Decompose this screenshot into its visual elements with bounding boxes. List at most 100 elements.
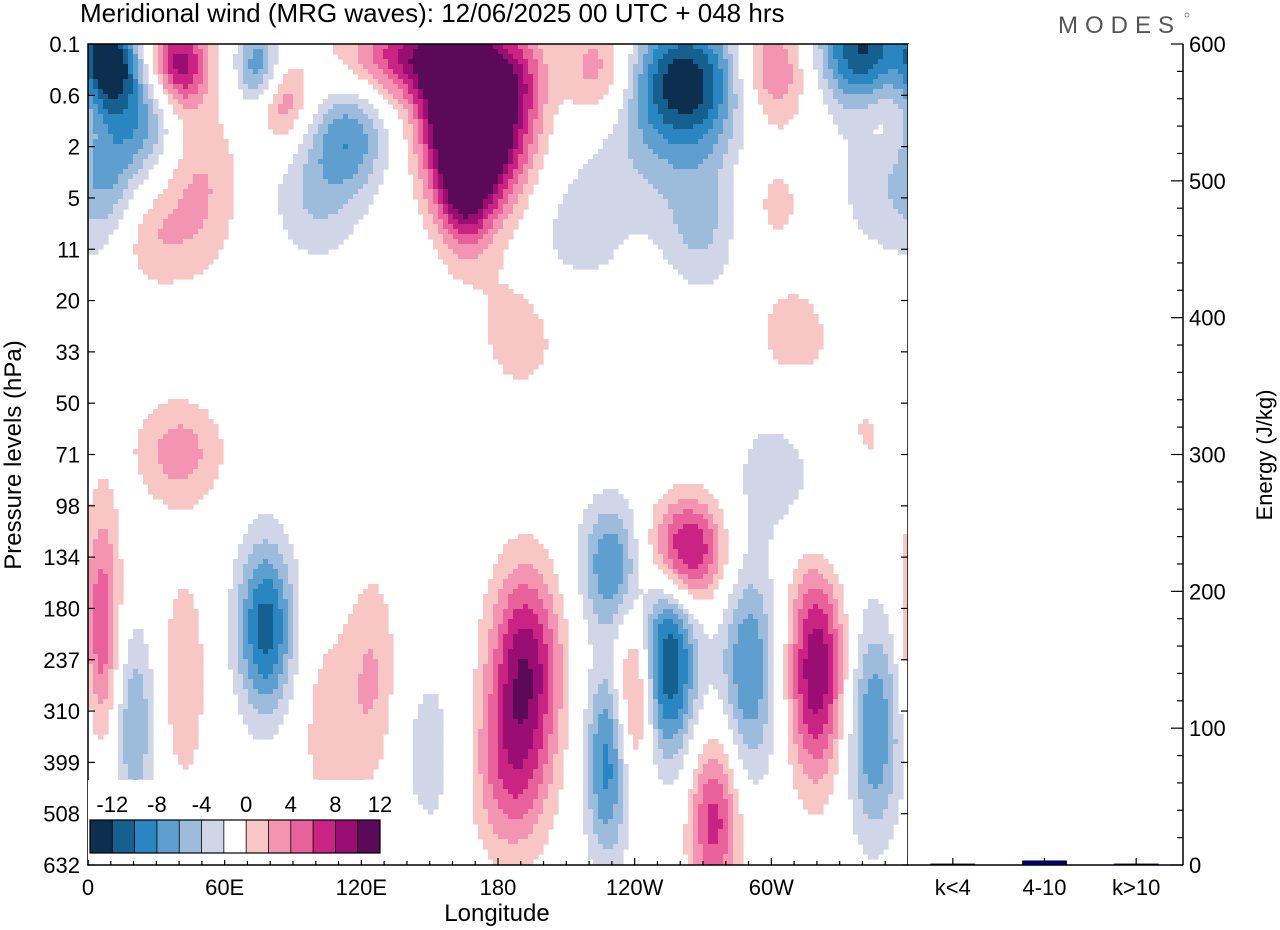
heatmap-cell (903, 79, 908, 85)
heatmap-cell (458, 134, 464, 140)
heatmap-cell (488, 199, 494, 205)
heatmap-cell (138, 259, 144, 265)
heatmap-cell (98, 74, 104, 80)
heatmap-cell (438, 179, 444, 185)
heatmap-cell (413, 69, 419, 75)
heatmap-cell (888, 209, 894, 215)
heatmap-cell (213, 179, 219, 185)
heatmap-cell (273, 99, 279, 105)
heatmap-cell (718, 179, 724, 185)
heatmap-cell (468, 74, 474, 80)
heatmap-cell (823, 94, 829, 100)
heatmap-cell (888, 79, 894, 85)
heatmap-cell (503, 104, 509, 110)
heatmap-cell (498, 139, 504, 145)
heatmap-cell (628, 149, 634, 155)
heatmap-cell (133, 149, 139, 155)
heatmap-cell (288, 199, 294, 205)
heatmap-cell (723, 169, 729, 175)
heatmap-cell (248, 44, 254, 50)
heatmap-cell (518, 64, 524, 70)
heatmap-cell (338, 229, 344, 235)
heatmap-cell (703, 144, 709, 150)
heatmap-cell (723, 204, 729, 210)
heatmap-cell (768, 74, 774, 80)
heatmap-cell (598, 234, 604, 240)
heatmap-cell (628, 224, 634, 230)
heatmap-cell (638, 124, 644, 130)
heatmap-cell (678, 249, 684, 255)
heatmap-cell (478, 129, 484, 135)
heatmap-cell (168, 94, 174, 100)
heatmap-cell (388, 49, 394, 55)
heatmap-cell (528, 139, 534, 145)
heatmap-cell (788, 59, 794, 65)
heatmap-cell (463, 259, 469, 265)
heatmap-cell (483, 219, 489, 225)
heatmap-cell (168, 224, 174, 230)
heatmap-cell (363, 129, 369, 135)
heatmap-cell (183, 154, 189, 160)
heatmap-cell (418, 104, 424, 110)
heatmap-cell (723, 189, 729, 195)
heatmap-cell (638, 129, 644, 135)
heatmap-cell (418, 129, 424, 135)
heatmap-cell (303, 154, 309, 160)
heatmap-cell (688, 179, 694, 185)
heatmap-cell (873, 189, 879, 195)
heatmap-cell (708, 44, 714, 50)
heatmap-cell (218, 164, 224, 170)
heatmap-cell (603, 139, 609, 145)
heatmap-cell (823, 99, 829, 105)
heatmap-cell (648, 169, 654, 175)
heatmap-cell (618, 184, 624, 190)
heatmap-cell (118, 44, 124, 50)
heatmap-cell (398, 79, 404, 85)
heatmap-cell (893, 109, 899, 115)
heatmap-cell (633, 74, 639, 80)
heatmap-cell (458, 74, 464, 80)
heatmap-cell (138, 174, 144, 180)
heatmap-cell (598, 194, 604, 200)
heatmap-cell (668, 229, 674, 235)
heatmap-cell (693, 64, 699, 70)
heatmap-cell (708, 114, 714, 120)
heatmap-cell (283, 204, 289, 210)
heatmap-cell (843, 59, 849, 65)
heatmap-cell (418, 184, 424, 190)
heatmap-cell (518, 54, 524, 60)
heatmap-cell (348, 214, 354, 220)
heatmap-cell (418, 89, 424, 95)
heatmap-cell (678, 234, 684, 240)
heatmap-cell (398, 69, 404, 75)
heatmap-cell (493, 124, 499, 130)
heatmap-cell (888, 69, 894, 75)
heatmap-cell (558, 239, 564, 245)
heatmap-cell (703, 199, 709, 205)
heatmap-cell (878, 114, 884, 120)
heatmap-cell (848, 144, 854, 150)
heatmap-cell (183, 139, 189, 145)
heatmap-cell (363, 154, 369, 160)
heatmap-cell (418, 164, 424, 170)
heatmap-cell (328, 124, 334, 130)
heatmap-cell (643, 149, 649, 155)
heatmap-cell (568, 249, 574, 255)
heatmap-cell (823, 84, 829, 90)
heatmap-cell (688, 89, 694, 95)
heatmap-cell (483, 124, 489, 130)
heatmap-cell (728, 119, 734, 125)
heatmap-cell (473, 94, 479, 100)
heatmap-cell (308, 249, 314, 255)
heatmap-cell (698, 79, 704, 85)
heatmap-cell (208, 64, 214, 70)
heatmap-cell (718, 59, 724, 65)
heatmap-cell (853, 209, 859, 215)
heatmap-cell (573, 54, 579, 60)
heatmap-cell (318, 159, 324, 165)
heatmap-cell (428, 104, 434, 110)
heatmap-cell (533, 79, 539, 85)
heatmap-cell (368, 119, 374, 125)
heatmap-cell (193, 114, 199, 120)
heatmap-cell (778, 204, 784, 210)
